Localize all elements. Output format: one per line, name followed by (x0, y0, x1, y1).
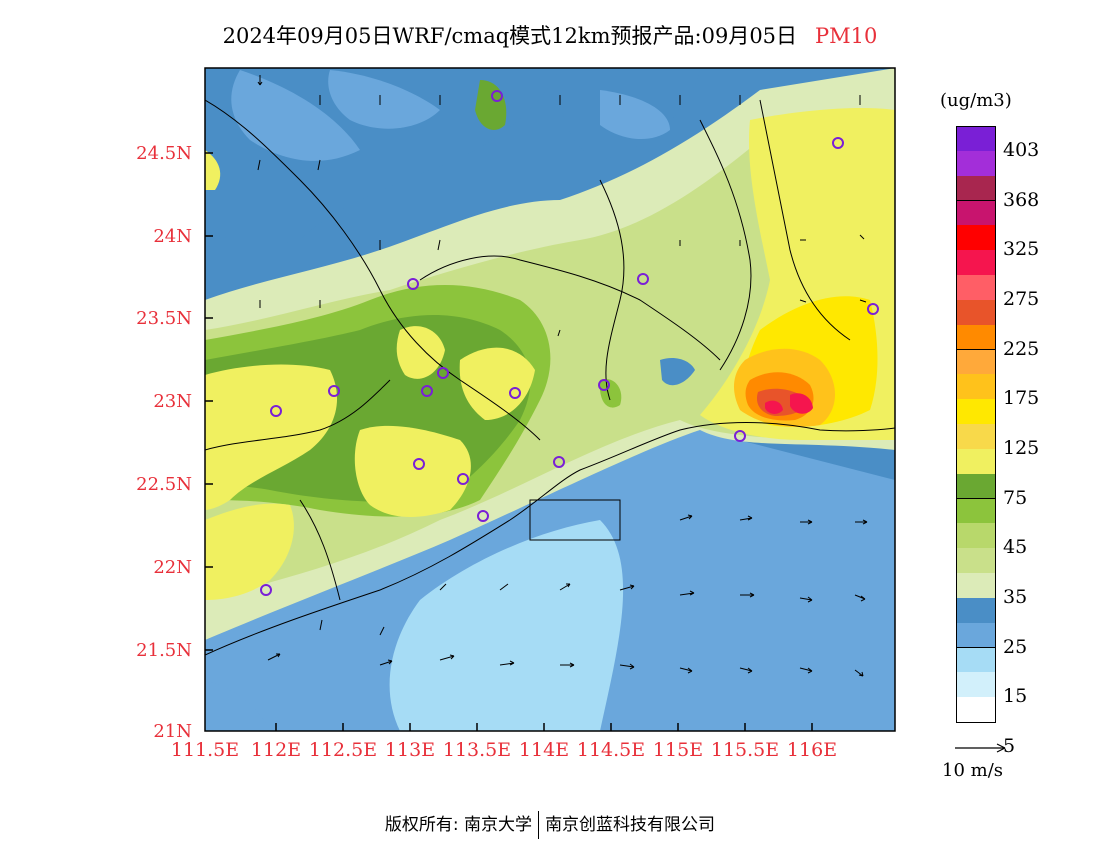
colorbar-swatch (956, 349, 996, 376)
colorbar-swatch (956, 200, 996, 227)
lon-label: 115E (652, 739, 704, 761)
colorbar-swatch (956, 523, 996, 550)
wind-reference-arrow-icon (955, 743, 1006, 753)
colorbar-tick-label: 75 (1003, 486, 1028, 509)
lon-label: 114E (518, 739, 570, 761)
lon-label: 113.5E (442, 739, 512, 761)
lon-label: 112.5E (308, 739, 378, 761)
colorbar-swatch (956, 498, 996, 525)
lon-label: 113E (384, 739, 436, 761)
colorbar-swatch (956, 548, 996, 574)
colorbar-swatch (956, 672, 996, 699)
colorbar-tick-label: 175 (1003, 387, 1040, 410)
title-main: 2024年09月05日WRF/cmaq模式12km预报产品:09月05日 (222, 24, 798, 48)
lon-label: 112E (250, 739, 302, 761)
station-markers (260, 90, 879, 596)
concentration-field (205, 68, 895, 731)
lon-label: 116E (786, 739, 838, 761)
colorbar-tick-label: 275 (1003, 287, 1040, 310)
colorbar-tick-label: 125 (1003, 436, 1040, 459)
colorbar-swatch (956, 374, 996, 401)
colorbar-tick-label: 45 (1003, 536, 1028, 559)
lon-label: 114.5E (576, 739, 646, 761)
chart-title: 2024年09月05日WRF/cmaq模式12km预报产品:09月05日 PM10 (0, 20, 1100, 50)
colorbar-tick-label: 368 (1003, 188, 1040, 211)
colorbar-unit: (ug/m3) (940, 90, 1012, 111)
colorbar-swatch (956, 647, 996, 674)
axis-ticks (205, 152, 813, 731)
lat-label: 22.5N (136, 474, 192, 495)
plot-frame (204, 67, 896, 732)
colorbar-swatch (956, 275, 996, 301)
colorbar-swatch (956, 573, 996, 599)
colorbar-tick-label: 15 (1003, 685, 1028, 708)
copyright-left: 版权所有: 南京大学 (384, 815, 533, 835)
colorbar-tick-label: 35 (1003, 585, 1028, 608)
colorbar-swatch (956, 399, 996, 425)
colorbar-swatch (956, 697, 996, 723)
colorbar-swatch (956, 448, 996, 475)
colorbar-swatch (956, 126, 996, 152)
lat-label: 22N (153, 557, 192, 578)
colorbar-tick-label: 25 (1003, 635, 1028, 658)
colorbar-swatch (956, 473, 996, 500)
colorbar-swatch (956, 597, 996, 624)
boundary-lines (205, 99, 895, 656)
colorbar-swatch (956, 175, 996, 202)
colorbar-swatch (956, 150, 996, 177)
colorbar-swatch (956, 225, 996, 252)
wind-vectors (257, 75, 868, 677)
wind-reference-label: 10 m/s (942, 760, 1003, 781)
colorbar-swatch (956, 324, 996, 351)
lat-label: 24.5N (136, 143, 192, 164)
colorbar-tick-label: 403 (1003, 138, 1040, 161)
colorbar-tick-label: 225 (1003, 337, 1040, 360)
colorbar (956, 126, 996, 723)
colorbar-tick-label: 325 (1003, 238, 1040, 261)
colorbar-tick-label: 5 (1003, 734, 1016, 757)
copyright-footer: 版权所有: 南京大学 南京创蓝科技有限公司 (0, 810, 1100, 839)
footer-divider (538, 811, 540, 839)
lon-label: 115.5E (710, 739, 780, 761)
title-variable: PM10 (815, 24, 878, 48)
lat-label: 21N (153, 721, 192, 742)
lat-label: 21.5N (136, 640, 192, 661)
colorbar-swatch (956, 250, 996, 276)
lat-label: 24N (153, 226, 192, 247)
lat-label: 23N (153, 391, 192, 412)
copyright-right: 南京创蓝科技有限公司 (545, 815, 716, 835)
lat-label: 23.5N (136, 308, 192, 329)
lon-label: 111.5E (170, 739, 240, 761)
colorbar-swatch (956, 424, 996, 450)
colorbar-swatch (956, 622, 996, 649)
colorbar-swatch (956, 299, 996, 326)
